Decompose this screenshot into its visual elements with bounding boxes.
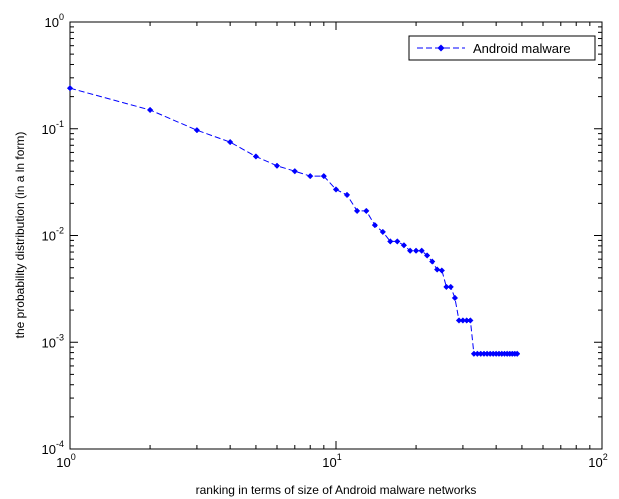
data-point xyxy=(320,172,327,180)
data-point xyxy=(332,186,340,193)
y-tick-label: 10-1 xyxy=(42,119,64,137)
data-point xyxy=(193,127,201,134)
data-point xyxy=(273,162,281,169)
data-point xyxy=(343,191,351,199)
data-point xyxy=(363,207,370,215)
plot-area xyxy=(69,21,603,450)
y-axis-label: the probability distribution (in a ln fo… xyxy=(13,132,27,339)
legend: Android malware xyxy=(408,35,596,61)
data-point xyxy=(514,350,521,357)
y-tick-label: 100 xyxy=(45,12,64,30)
data-point xyxy=(353,207,361,215)
data-point xyxy=(418,247,425,254)
data-point xyxy=(307,172,314,180)
data-point xyxy=(226,138,234,146)
data-point xyxy=(379,228,386,236)
x-tick-label: 100 xyxy=(56,452,75,470)
data-point xyxy=(400,242,408,249)
y-axis-ticks: 100 10-1 10-2 10-3 10-4 xyxy=(42,12,602,457)
data-point xyxy=(433,266,441,273)
data-point xyxy=(443,283,450,291)
y-tick-label: 10-2 xyxy=(42,226,64,244)
x-axis-label: ranking in terms of size of Android malw… xyxy=(196,483,477,497)
y-tick-label: 10-3 xyxy=(42,332,64,350)
data-point xyxy=(447,283,454,291)
x-tick-label: 102 xyxy=(588,452,607,470)
legend-marker xyxy=(437,44,445,52)
data-point xyxy=(394,238,401,245)
data-point xyxy=(438,267,446,274)
x-tick-label: 101 xyxy=(322,452,341,470)
data-point xyxy=(291,168,298,175)
data-point xyxy=(252,153,260,160)
data-point xyxy=(371,222,379,229)
data-point xyxy=(451,294,459,302)
series-layer xyxy=(66,85,521,357)
data-point xyxy=(412,247,420,254)
data-point xyxy=(66,85,74,92)
y-tick-label: 10-4 xyxy=(42,439,64,457)
x-axis-ticks: 100 101 102 xyxy=(56,22,608,470)
legend-label: Android malware xyxy=(473,41,571,56)
data-point xyxy=(387,238,394,245)
data-point xyxy=(423,252,431,259)
data-point xyxy=(429,258,436,265)
data-point xyxy=(467,317,474,324)
data-point xyxy=(406,247,414,254)
data-point xyxy=(146,106,154,114)
